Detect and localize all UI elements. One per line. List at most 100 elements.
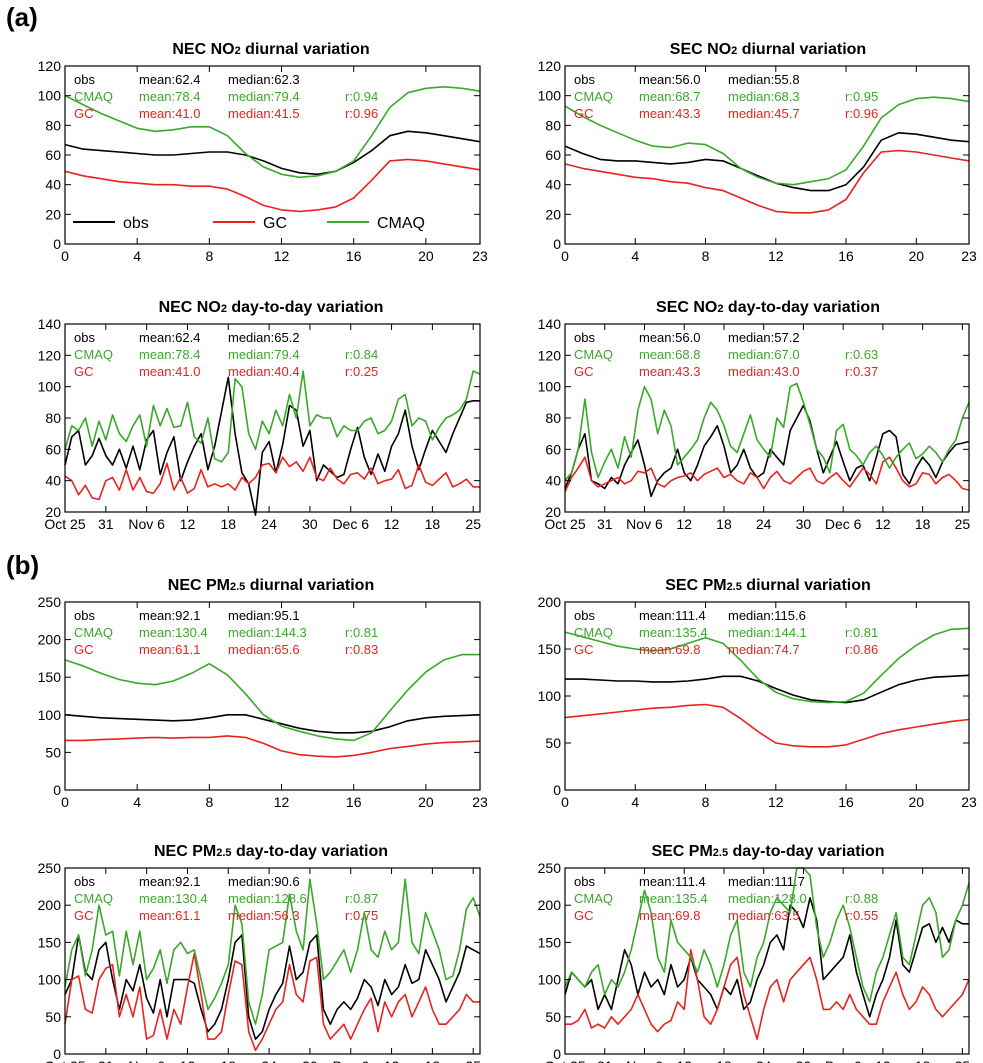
x-tick-label: 12 — [768, 248, 784, 264]
legend-label-cmaq: CMAQ — [377, 215, 425, 232]
x-tick-label: 25 — [955, 516, 971, 532]
x-tick-label: 20 — [909, 794, 925, 810]
chart-title: NEC NO2 diurnal variation — [172, 41, 369, 58]
chart-title: SEC NO2 day-to-day variation — [656, 299, 880, 316]
x-tick-label: 18 — [915, 516, 931, 532]
x-tick-label: Nov 6 — [128, 516, 165, 532]
stats-median-cmaq: median:128.6 — [228, 891, 307, 906]
x-tick-label: Nov 6 — [626, 1058, 663, 1063]
stats-r-gc: r:0.96 — [345, 106, 378, 121]
chart-3: NEC NO2 day-to-day variation 20 40 60 80 100 1… — [38, 299, 482, 532]
x-tick-label: 23 — [472, 794, 488, 810]
stats-median-cmaq: median:79.4 — [228, 347, 300, 362]
x-tick-label: 12 — [384, 516, 400, 532]
x-tick-label: 18 — [220, 1058, 236, 1063]
x-tick-label: 18 — [425, 516, 441, 532]
stats-r-gc: r:0.86 — [845, 642, 878, 657]
stats-median-gc: median:43.0 — [728, 364, 800, 379]
stats-r-cmaq: r:0.81 — [345, 625, 378, 640]
x-tick-label: Oct 25 — [44, 516, 85, 532]
x-tick-label: 0 — [61, 794, 69, 810]
chart-title-main: SEC NO — [656, 299, 717, 316]
x-tick-label: 8 — [205, 794, 213, 810]
series-line-obs — [64, 934, 481, 1040]
x-tick-label: 12 — [180, 516, 196, 532]
stats-median-gc: median:45.7 — [728, 106, 800, 121]
x-tick-label: 12 — [676, 516, 692, 532]
x-tick-label: 8 — [702, 248, 710, 264]
stats-mean-gc: mean:61.1 — [139, 908, 200, 923]
x-tick-label: 16 — [346, 794, 362, 810]
y-tick-label: 20 — [45, 504, 61, 520]
series-line-cmaq — [564, 96, 970, 186]
stats-median-gc: median:40.4 — [228, 364, 300, 379]
x-tick-label: 12 — [875, 1058, 891, 1063]
y-tick-label: 40 — [545, 473, 561, 489]
chart-title-subscript: 2 — [221, 303, 227, 315]
chart-title-rest: day-to-day variation — [232, 843, 388, 860]
stats-mean-obs: mean:111.4 — [639, 608, 706, 623]
chart-title-rest: diurnal variation — [737, 41, 866, 58]
stats-label-obs: obs — [574, 72, 595, 87]
series-line-cmaq — [64, 370, 481, 463]
stats-label-gc: GC — [574, 642, 594, 657]
stats-mean-cmaq: mean:130.4 — [139, 891, 208, 906]
plot-frame — [64, 867, 481, 1055]
stats-median-cmaq: median:79.4 — [228, 89, 300, 104]
x-tick-label: 12 — [384, 1058, 400, 1063]
x-tick-label: 30 — [302, 1058, 318, 1063]
x-tick-label: 20 — [909, 248, 925, 264]
x-tick-label: 0 — [61, 248, 69, 264]
y-tick-label: 120 — [538, 58, 562, 74]
y-tick-label: 80 — [545, 117, 561, 133]
x-tick-label: 4 — [133, 794, 141, 810]
chart-4: SEC NO2 day-to-day variation 20 40 60 80 100 1… — [538, 299, 971, 532]
plot-frame — [564, 867, 970, 1055]
x-tick-label: 4 — [631, 794, 639, 810]
y-tick-label: 50 — [45, 744, 61, 760]
chart-title: SEC PM2.5 diurnal variation — [665, 577, 871, 594]
series-line-cmaq — [564, 627, 970, 704]
y-tick-label: 0 — [53, 236, 61, 252]
stats-median-obs: median:115.6 — [728, 608, 806, 623]
stats-label-gc: GC — [74, 908, 94, 923]
x-tick-label: 12 — [875, 516, 891, 532]
stats-mean-gc: mean:43.3 — [639, 364, 700, 379]
stats-median-obs: median:62.3 — [228, 72, 300, 87]
stats-mean-obs: mean:111.4 — [639, 874, 706, 889]
stats-label-cmaq: CMAQ — [574, 347, 613, 362]
y-tick-label: 50 — [45, 1009, 61, 1025]
stats-label-obs: obs — [74, 72, 95, 87]
stats-mean-gc: mean:41.0 — [139, 106, 200, 121]
y-tick-label: 20 — [45, 206, 61, 222]
stats-r-cmaq: r:0.63 — [845, 347, 878, 362]
y-tick-label: 250 — [38, 860, 62, 876]
stats-label-gc: GC — [574, 106, 594, 121]
x-tick-label: Dec 6 — [825, 516, 862, 532]
series-line-obs — [565, 674, 970, 704]
y-tick-label: 20 — [545, 504, 561, 520]
stats-mean-gc: mean:41.0 — [139, 364, 200, 379]
y-tick-label: 100 — [38, 972, 62, 988]
y-tick-label: 250 — [38, 594, 62, 610]
y-tick-label: 100 — [38, 707, 62, 723]
chart-title-rest: diurnal variation — [742, 577, 871, 594]
series-line-obs — [564, 132, 970, 192]
series-line-gc — [64, 456, 480, 501]
stats-r-cmaq: r:0.94 — [345, 89, 378, 104]
x-tick-label: Oct 25 — [544, 516, 585, 532]
y-tick-label: 20 — [545, 206, 561, 222]
x-tick-label: Nov 6 — [626, 516, 663, 532]
x-tick-label: 24 — [261, 516, 277, 532]
stats-mean-gc: mean:43.3 — [639, 106, 700, 121]
y-tick-label: 200 — [538, 594, 562, 610]
stats-label-obs: obs — [74, 330, 95, 345]
x-tick-label: 31 — [597, 516, 613, 532]
y-tick-label: 150 — [538, 934, 562, 950]
chart-title-subscript: 2 — [235, 45, 241, 57]
x-tick-label: 12 — [274, 248, 290, 264]
chart-title-subscript: 2.5 — [727, 581, 742, 593]
stats-mean-cmaq: mean:135.4 — [639, 625, 708, 640]
y-tick-label: 120 — [38, 347, 62, 363]
